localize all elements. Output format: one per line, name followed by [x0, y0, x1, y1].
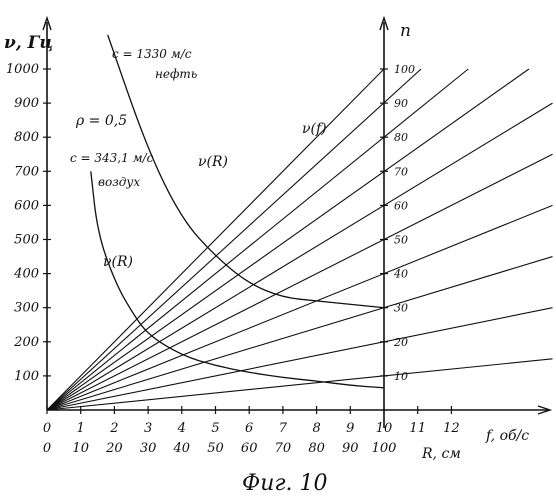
x-r-tick-label: 80: [308, 441, 325, 456]
x-f-tick-label: 4: [177, 421, 186, 436]
x-f-axis-label: f, об/c: [485, 428, 529, 444]
y-right-tick-label: 100: [394, 63, 415, 76]
nu-r-curve-air: [91, 171, 384, 387]
y-right-tick-label: 10: [394, 370, 408, 383]
x-r-tick-label: 0: [43, 441, 51, 456]
nu-r-oil-label: ν(R): [198, 154, 228, 170]
y-right-tick-label: 30: [394, 302, 408, 315]
x-r-tick-label: 40: [173, 441, 191, 456]
x-f-tick-label: 5: [211, 421, 219, 436]
oil-annotation: нефть: [155, 67, 197, 81]
y-right-tick-label: 60: [394, 199, 408, 212]
y-left-tick-label: 600: [14, 198, 39, 213]
y-right-tick-label: 70: [394, 165, 408, 178]
x-f-tick-label: 0: [43, 421, 51, 436]
air-speed-annotation: c = 343,1 м/с: [70, 151, 154, 165]
nu-f-line-n20: [47, 308, 553, 410]
oil-speed-annotation: c = 1330 м/с: [112, 47, 192, 61]
nu-f-line-n10: [47, 359, 553, 410]
rho-annotation: ρ = 0,5: [75, 113, 127, 129]
nu-r-air-label: ν(R): [103, 254, 133, 270]
y-right-tick-label: 80: [394, 131, 408, 144]
x-r-tick-label: 70: [275, 441, 292, 456]
x-r-tick-label: 60: [241, 441, 258, 456]
y-left-tick-label: 100: [14, 369, 39, 384]
x-r-tick-label: 10: [72, 441, 89, 456]
figure-caption: Фиг. 10: [242, 471, 328, 496]
x-r-tick-label: 30: [140, 441, 157, 456]
x-f-tick-label: 11: [409, 421, 426, 436]
y-right-tick-label: 50: [394, 234, 408, 247]
y-right-axis-label: n: [400, 21, 411, 41]
nu-f-line-n50: [47, 154, 553, 410]
y-left-tick-label: 1000: [6, 62, 39, 77]
x-f-tick-label: 7: [279, 421, 288, 436]
y-left-tick-label: 500: [14, 233, 39, 248]
y-left-axis-label: ν, Гц: [4, 33, 53, 53]
x-f-tick-label: 6: [245, 421, 253, 436]
nu-f-label: ν(f): [302, 121, 327, 137]
y-right-tick-label: 20: [393, 336, 408, 349]
x-f-tick-label: 9: [346, 421, 354, 436]
x-f-tick-label: 12: [443, 421, 460, 436]
y-left-tick-label: 400: [13, 267, 39, 282]
x-r-tick-label: 90: [342, 441, 359, 456]
x-r-tick-label: 20: [105, 441, 123, 456]
air-annotation: воздух: [98, 175, 140, 189]
x-r-tick-label: 100: [372, 441, 397, 456]
y-right-tick-label: 90: [394, 97, 408, 110]
y-left-tick-label: 200: [13, 335, 39, 350]
x-f-tick-label: 1: [77, 421, 85, 436]
x-r-tick-label: 50: [207, 441, 224, 456]
x-f-tick-label: 8: [312, 421, 320, 436]
y-left-tick-label: 300: [14, 301, 39, 316]
x-r-axis-label: R, см: [421, 446, 461, 462]
y-left-tick-label: 800: [14, 130, 39, 145]
y-right-tick-label: 40: [393, 268, 408, 281]
y-left-tick-label: 700: [14, 164, 39, 179]
x-f-tick-label: 3: [144, 421, 152, 436]
x-f-tick-label: 10: [376, 421, 393, 436]
y-left-tick-label: 900: [14, 96, 39, 111]
series-lines: [47, 35, 553, 410]
x-f-tick-label: 2: [109, 421, 118, 436]
